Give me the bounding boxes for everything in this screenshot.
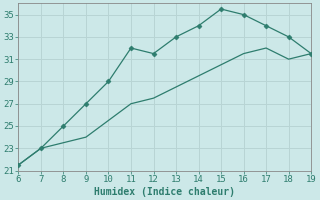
X-axis label: Humidex (Indice chaleur): Humidex (Indice chaleur) xyxy=(94,186,235,197)
